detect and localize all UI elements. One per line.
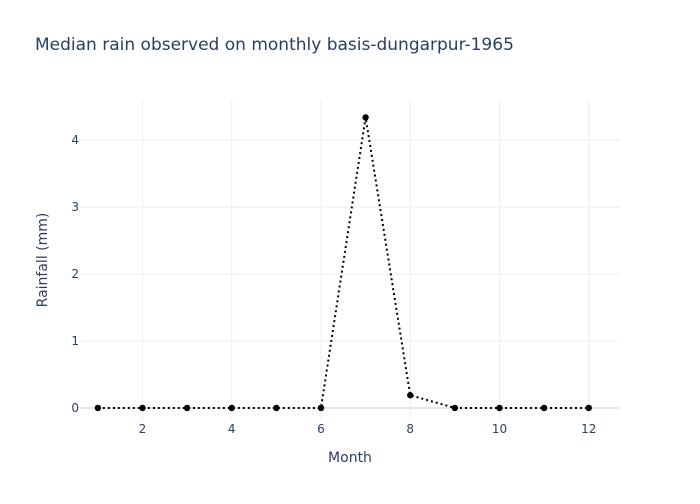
data-point xyxy=(407,392,414,399)
x-tick-label: 10 xyxy=(492,422,507,436)
data-point xyxy=(139,404,146,412)
data-point xyxy=(585,404,592,412)
data-point xyxy=(273,404,280,412)
data-point xyxy=(540,404,548,412)
y-tick-label: 0 xyxy=(71,401,79,415)
data-point xyxy=(183,404,191,412)
x-tick-label: 2 xyxy=(139,422,147,436)
y-axis-label: Rainfall (mm) xyxy=(35,213,51,308)
x-axis-label: Month xyxy=(328,450,372,466)
x-tick-label: 8 xyxy=(406,422,414,436)
series-line xyxy=(97,117,589,409)
y-tick-label: 3 xyxy=(71,200,79,214)
chart-title: Median rain observed on monthly basis-du… xyxy=(35,35,514,55)
x-tick-label: 12 xyxy=(581,422,596,436)
data-point xyxy=(94,404,102,412)
grid-layer xyxy=(80,100,620,420)
data-point xyxy=(496,404,503,412)
x-tick-label: 6 xyxy=(317,422,325,436)
series-layer xyxy=(94,114,592,412)
data-point xyxy=(317,404,325,412)
y-tick-label: 4 xyxy=(71,133,79,147)
data-point xyxy=(362,114,369,121)
data-point xyxy=(228,404,235,412)
y-tick-label: 1 xyxy=(71,334,79,348)
x-tick-label: 4 xyxy=(228,422,236,436)
y-tick-label: 2 xyxy=(71,267,79,281)
data-point xyxy=(451,404,459,412)
